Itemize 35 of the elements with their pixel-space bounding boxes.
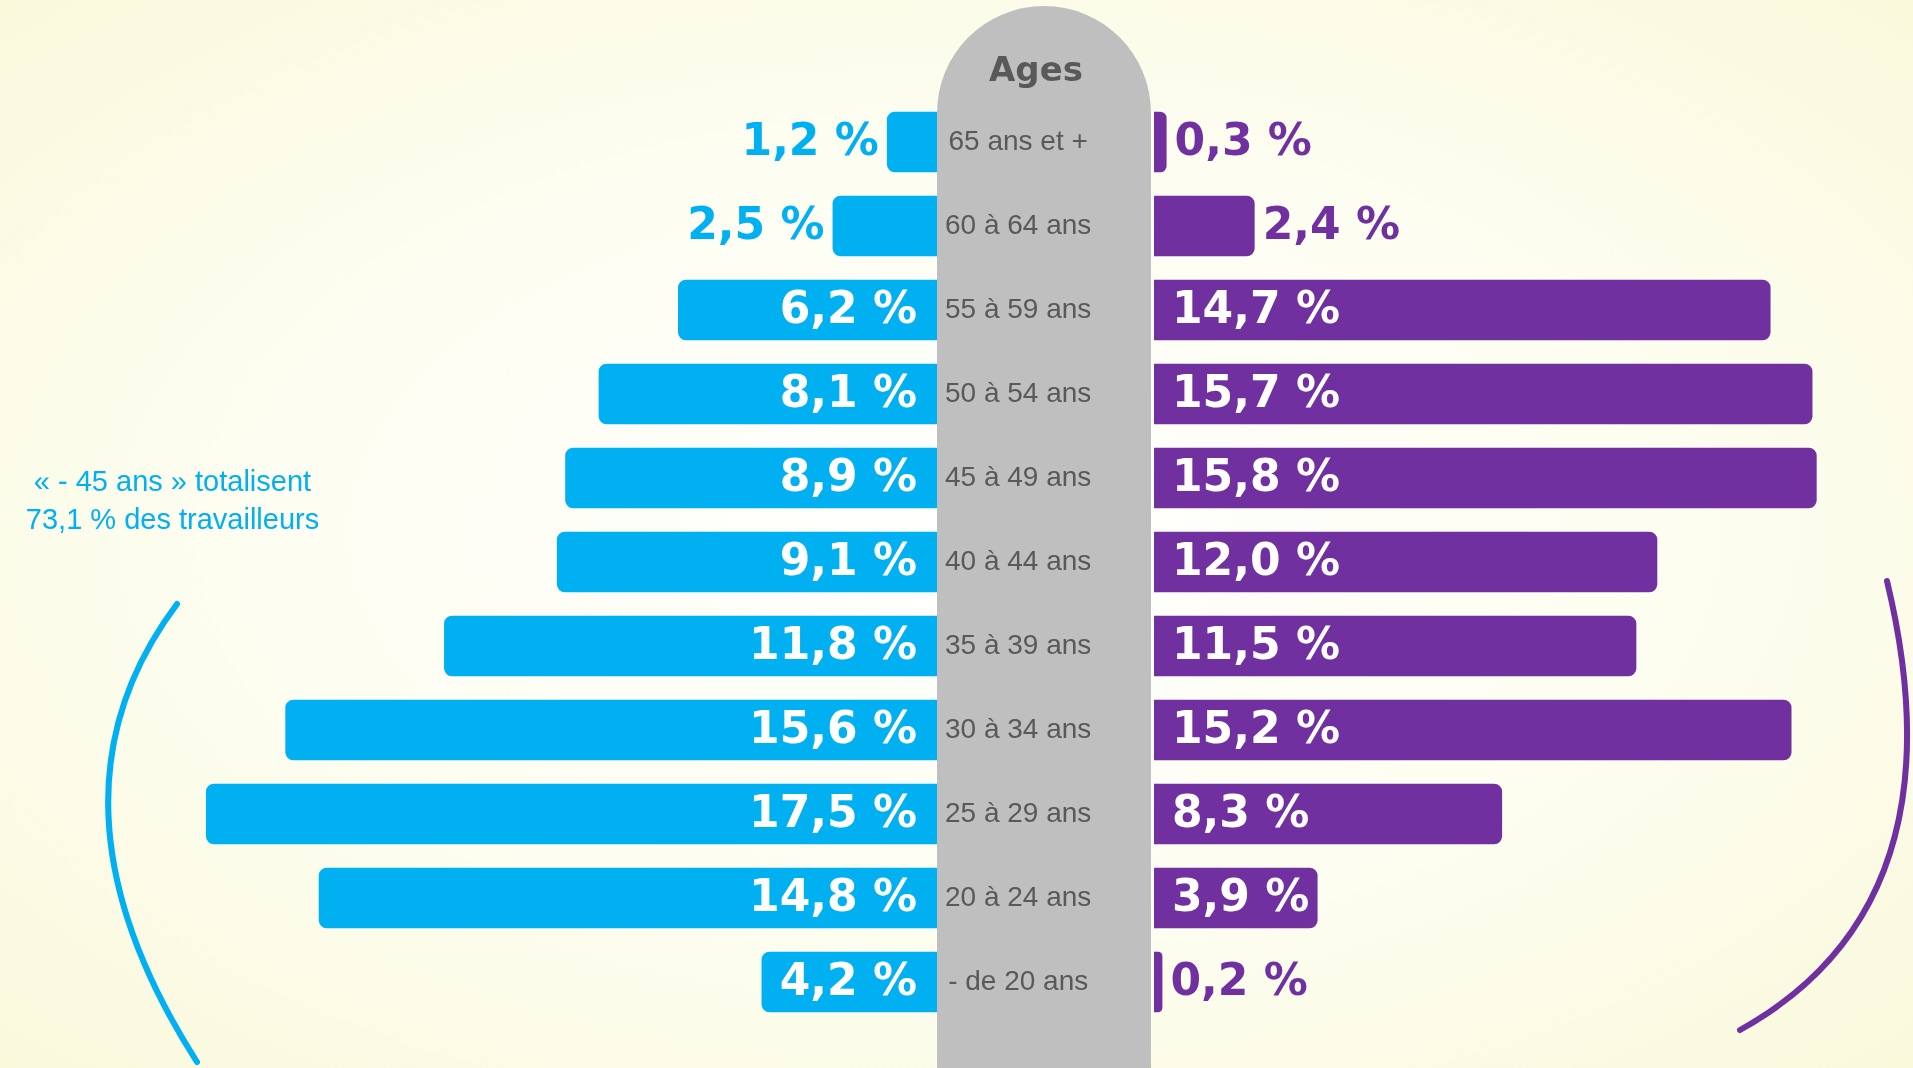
y-tick-label: 55 à 59 ans: [945, 292, 1092, 324]
y-tick-label: 30 à 34 ans: [945, 712, 1092, 744]
data-label: 3,9 %: [1172, 870, 1310, 922]
data-label: 2,4 %: [1262, 198, 1401, 250]
data-label: 0,3 %: [1174, 114, 1312, 166]
data-label: 17,5 %: [749, 786, 917, 838]
y-tick-label: 25 à 29 ans: [945, 796, 1092, 828]
data-label: 15,8 %: [1172, 450, 1340, 502]
y-tick-label: 50 à 54 ans: [945, 376, 1092, 408]
y-tick-label: 20 à 24 ans: [945, 880, 1092, 912]
data-label: 1,2 %: [741, 114, 879, 166]
data-label: 6,2 %: [779, 282, 917, 334]
data-label: 8,9 %: [779, 450, 917, 502]
data-label: 12,0 %: [1172, 534, 1340, 586]
y-tick-label: 65 ans et +: [948, 124, 1088, 156]
data-label: 9,1 %: [779, 534, 917, 586]
data-label: 8,3 %: [1172, 786, 1310, 838]
data-label: 15,2 %: [1172, 702, 1340, 754]
y-tick-label: - de 20 ans: [948, 964, 1089, 996]
y-tick-label: 60 à 64 ans: [945, 208, 1092, 240]
data-label: 0,2 %: [1170, 954, 1308, 1006]
data-label: 11,5 %: [1172, 618, 1340, 670]
y-tick-label: 45 à 49 ans: [945, 460, 1092, 492]
y-tick-label: 35 à 39 ans: [945, 628, 1092, 660]
data-label: 11,8 %: [749, 618, 917, 670]
data-label: 2,5 %: [687, 198, 825, 250]
y-axis-title: Ages: [989, 48, 1083, 89]
data-label: 4,2 %: [779, 954, 917, 1006]
y-tick-label: 40 à 44 ans: [945, 544, 1092, 576]
data-label: 14,7 %: [1172, 282, 1340, 334]
data-label: 8,1 %: [779, 366, 917, 418]
annotation: « - 45 ans » totalisent 73,1 % des travailleurs: [24, 464, 321, 537]
data-label: 14,8 %: [749, 870, 917, 922]
data-label: 15,6 %: [749, 702, 917, 754]
data-label: 15,7 %: [1172, 366, 1340, 418]
